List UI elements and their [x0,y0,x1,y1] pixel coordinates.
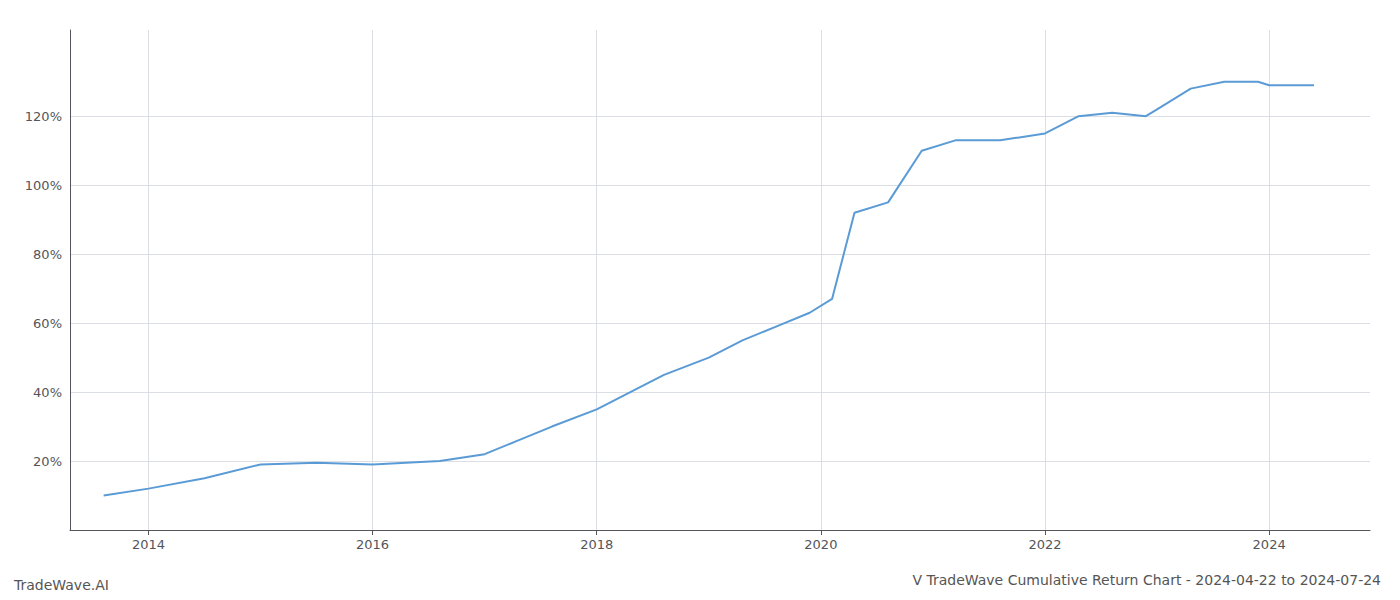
svg-text:V TradeWave Cumulative Return: V TradeWave Cumulative Return Chart - 20… [912,572,1381,588]
svg-text:TradeWave.AI: TradeWave.AI [13,577,109,593]
svg-text:120%: 120% [25,109,62,124]
svg-text:2018: 2018 [580,537,613,552]
svg-text:2024: 2024 [1253,537,1286,552]
svg-text:2016: 2016 [356,537,389,552]
svg-text:2020: 2020 [804,537,837,552]
svg-text:60%: 60% [33,316,62,331]
svg-text:40%: 40% [33,385,62,400]
svg-text:2014: 2014 [132,537,165,552]
svg-text:20%: 20% [33,454,62,469]
svg-text:2022: 2022 [1028,537,1061,552]
svg-text:100%: 100% [25,178,62,193]
svg-text:80%: 80% [33,247,62,262]
